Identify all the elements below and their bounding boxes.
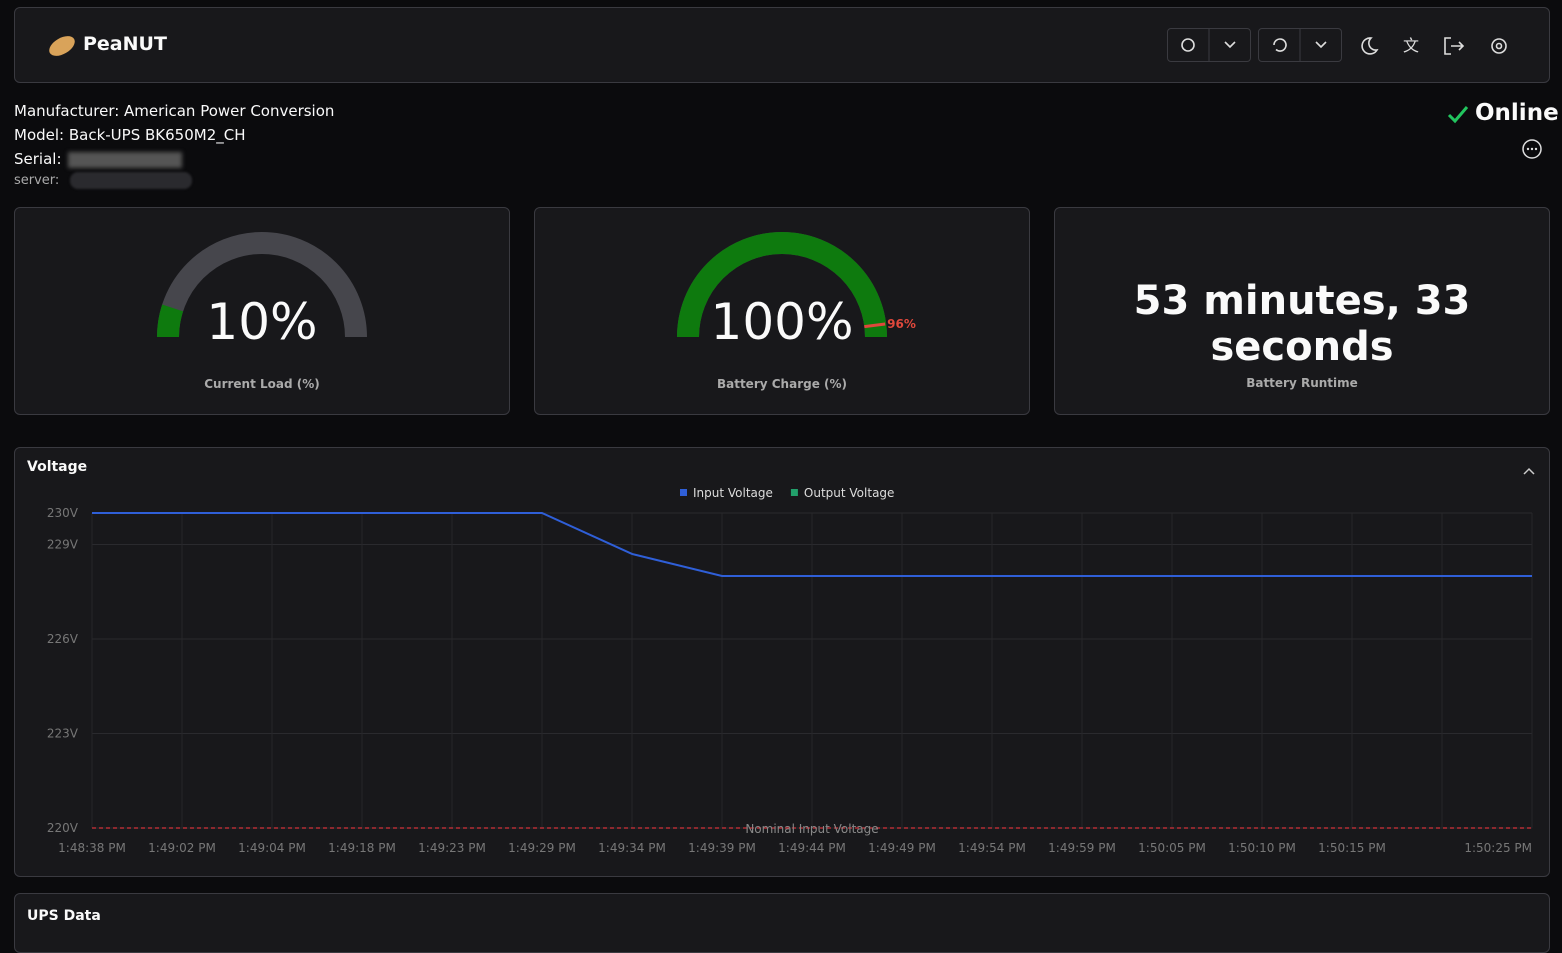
y-tick-label: 220V — [47, 821, 79, 835]
gauge: 10% Current Load (%) — [157, 232, 367, 391]
gauge-card: 96% 100% Battery Charge (%) — [534, 207, 1030, 415]
gauge-value: 10% — [206, 293, 317, 351]
header: PeaNUT 文 — [14, 7, 1550, 83]
refresh-button[interactable] — [1258, 28, 1342, 62]
gauge-track — [157, 232, 367, 338]
collapse-button[interactable] — [1523, 467, 1535, 475]
x-tick-label: 1:49:02 PM — [148, 841, 216, 855]
status-icon — [1447, 106, 1469, 124]
series-line — [92, 512, 1532, 577]
x-tick-label: 1:49:39 PM — [688, 841, 756, 855]
gauge-fill — [157, 304, 184, 338]
x-tick-label: 1:49:23 PM — [418, 841, 486, 855]
legend-swatch — [790, 489, 798, 496]
gauge-warning — [864, 322, 886, 329]
chart-card: Voltage 220V 223V 226V 229V 230V 1:48:38 PM 1:… — [14, 447, 1550, 877]
runtime: 53 minutes, 33 seconds — [1133, 278, 1471, 370]
annotation-label: Nominal Input Voltage — [745, 822, 878, 836]
x-tick-label: 1:48:38 PM — [58, 841, 126, 855]
app-title: PeaNUT — [83, 33, 167, 55]
ups-data-card: UPS Data — [14, 893, 1550, 953]
x-tick-label: 1:49:44 PM — [778, 841, 846, 855]
x-tick-label: 1:50:10 PM — [1228, 841, 1296, 855]
y-tick-label: 226V — [47, 632, 79, 646]
y-tick-label: 229V — [47, 538, 79, 552]
status: Online — [1475, 100, 1559, 126]
model: Model: Back-UPS BK650M2_CH — [14, 126, 246, 144]
x-tick-label: 1:49:29 PM — [508, 841, 576, 855]
ups-data-title: UPS Data — [27, 908, 101, 924]
x-tick-label: 1:50:15 PM — [1318, 841, 1386, 855]
y-tick-label: 230V — [47, 506, 79, 520]
server-redacted — [70, 172, 192, 189]
legend-label: Input Voltage — [693, 486, 773, 500]
x-tick-label: 1:50:05 PM — [1138, 841, 1206, 855]
runtime-caption: Battery Runtime — [1246, 376, 1358, 390]
x-tick-label: 1:50:25 PM — [1464, 841, 1532, 855]
gauge-card: 10% Current Load (%) — [14, 207, 510, 415]
gauge-value: 100% — [711, 293, 854, 351]
chart-title: Voltage — [27, 459, 87, 475]
y-tick-label: 223V — [47, 727, 79, 741]
gauge-warning-label: 96% — [887, 317, 916, 331]
logo — [49, 36, 75, 56]
header-icons[interactable]: 文 — [1355, 34, 1535, 58]
x-tick-label: 1:49:49 PM — [868, 841, 936, 855]
legend-label: Output Voltage — [804, 486, 895, 500]
gauge: 96% 100% Battery Charge (%) — [677, 232, 916, 391]
x-tick-label: 1:49:34 PM — [598, 841, 666, 855]
x-tick-label: 1:49:18 PM — [328, 841, 396, 855]
gauge-fill — [677, 232, 887, 338]
timer-button[interactable] — [1167, 28, 1251, 62]
serial-redacted — [68, 152, 182, 168]
chart: Voltage 220V 223V 226V 229V 230V 1:48:38 PM 1:… — [27, 459, 1535, 855]
svg-text:文: 文 — [1403, 36, 1419, 55]
x-tick-label: 1:49:59 PM — [1048, 841, 1116, 855]
x-tick-label: 1:49:54 PM — [958, 841, 1026, 855]
more-button[interactable] — [1521, 138, 1543, 160]
gauge-caption: Current Load (%) — [204, 377, 320, 391]
x-tick-label: 1:49:04 PM — [238, 841, 306, 855]
manufacturer: Manufacturer: American Power Conversion — [14, 102, 335, 120]
legend-swatch — [680, 489, 687, 496]
gauge-caption: Battery Charge (%) — [717, 377, 847, 391]
serial-label: Serial: — [14, 150, 62, 168]
server-label: server: — [14, 173, 60, 188]
runtime-card: 53 minutes, 33 seconds Battery Runtime — [1054, 207, 1550, 415]
